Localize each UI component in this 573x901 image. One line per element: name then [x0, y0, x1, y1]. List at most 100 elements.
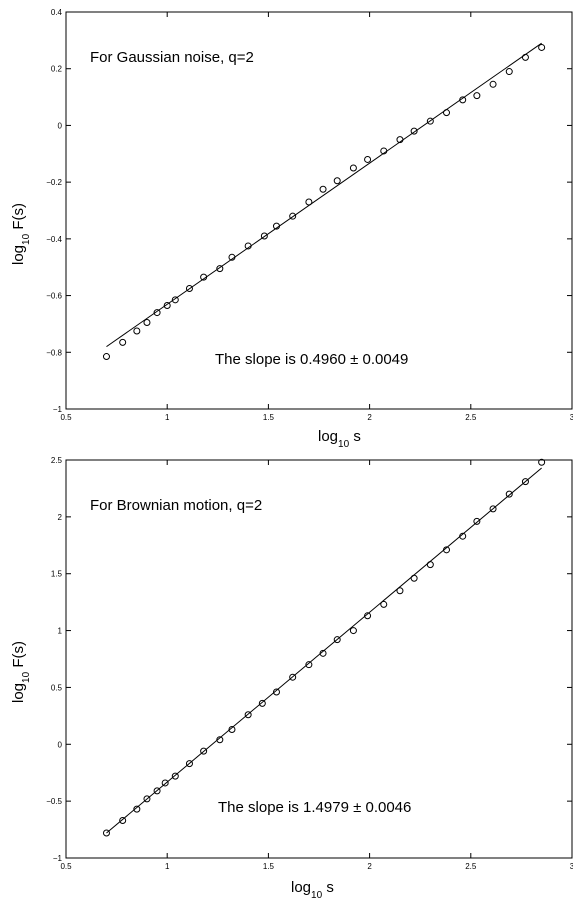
data-point: [216, 265, 224, 273]
y-tick-label: 2.5: [51, 456, 63, 465]
y-axis-label-rest: F(s): [10, 203, 27, 234]
brownian-motion-panel: 0.5 1 1.5 2 2.5 3 −1 −0.5 0 0.5 1 1.5 2 2.5 For Brow…: [10, 456, 573, 901]
x-tick-label: 1.5: [263, 413, 275, 422]
data-point: [153, 787, 161, 795]
data-points: [102, 458, 546, 837]
y-axis-label-sub: 10: [21, 671, 32, 683]
data-point: [489, 505, 497, 513]
fit-line-group: [106, 42, 542, 348]
data-points: [102, 43, 546, 361]
data-point: [473, 92, 481, 100]
data-point: [521, 53, 529, 61]
data-point: [153, 309, 161, 317]
data-point: [163, 301, 171, 309]
plot-frame: [65, 11, 573, 410]
data-point: [319, 185, 327, 193]
data-point: [489, 80, 497, 88]
x-axis-label-sub: 10: [338, 439, 350, 450]
y-tick-label: 0.4: [51, 8, 63, 17]
annotation: For Gaussian noise, q=2: [90, 49, 254, 66]
data-point: [161, 779, 169, 787]
data-point: [319, 649, 327, 657]
y-axis-label: log10 F(s): [10, 203, 32, 265]
y-tick-label: 0: [58, 740, 63, 749]
data-point: [143, 795, 151, 803]
x-tick-label: 1: [165, 413, 170, 422]
data-point: [258, 699, 266, 707]
y-tick-label: −0.4: [46, 235, 62, 244]
data-point: [200, 747, 208, 755]
data-point: [272, 222, 280, 230]
data-point: [171, 296, 179, 304]
data-point: [289, 673, 297, 681]
data-point: [396, 587, 404, 595]
data-point: [380, 600, 388, 608]
data-point: [364, 155, 372, 163]
x-axis-label: log10 s: [318, 428, 361, 450]
data-point: [185, 284, 193, 292]
x-tick-label: 2.5: [465, 862, 477, 871]
plot-frame: [65, 459, 573, 859]
data-point: [443, 546, 451, 554]
data-point: [244, 711, 252, 719]
data-point: [521, 478, 529, 486]
data-point: [426, 117, 434, 125]
data-point: [505, 68, 513, 76]
y-tick-label: −1: [53, 854, 63, 863]
y-axis-label-base: log: [10, 245, 27, 265]
y-axis-ticks: −1 −0.8 −0.6 −0.4 −0.2 0 0.2 0.4: [46, 8, 572, 414]
data-point: [333, 636, 341, 644]
data-point: [333, 177, 341, 185]
x-tick-label: 3: [570, 413, 573, 422]
data-point: [200, 273, 208, 281]
annotation: For Brownian motion, q=2: [90, 497, 262, 514]
data-point: [102, 353, 110, 361]
data-point: [505, 490, 513, 498]
x-axis-label-base: log: [291, 879, 311, 896]
data-point: [171, 772, 179, 780]
data-point: [459, 96, 467, 104]
y-tick-label: −0.8: [46, 348, 62, 357]
x-tick-label: 1: [165, 862, 170, 871]
x-tick-label: 1.5: [263, 862, 275, 871]
x-tick-label: 2: [367, 413, 372, 422]
y-tick-label: −0.2: [46, 178, 62, 187]
fit-line: [106, 42, 542, 348]
data-point: [102, 829, 110, 837]
data-point: [305, 661, 313, 669]
data-point: [133, 805, 141, 813]
slope-text: The slope is 1.4979 ± 0.0046: [218, 799, 411, 816]
y-tick-label: 2: [58, 513, 63, 522]
data-point: [538, 458, 546, 466]
data-point: [459, 532, 467, 540]
x-tick-label: 0.5: [60, 862, 72, 871]
x-tick-label: 0.5: [60, 413, 72, 422]
data-point: [228, 253, 236, 261]
y-tick-label: 0.5: [51, 683, 63, 692]
data-point: [410, 127, 418, 135]
data-point: [185, 760, 193, 768]
data-point: [380, 147, 388, 155]
y-axis-label: log10 F(s): [10, 641, 32, 703]
x-axis-label-sub: 10: [311, 890, 323, 901]
data-point: [396, 136, 404, 144]
gaussian-noise-panel: 0.5 1 1.5 2 2.5 3 −1 −0.8 −0.6 −0.4 −0.2 0 0.2 0.4 F…: [10, 8, 573, 450]
x-axis-label-rest: s: [322, 879, 334, 896]
data-point: [364, 612, 372, 620]
y-tick-label: −1: [53, 405, 63, 414]
x-axis-label-rest: s: [349, 428, 361, 445]
data-point: [216, 736, 224, 744]
x-tick-label: 2: [367, 862, 372, 871]
data-point: [244, 242, 252, 250]
x-axis-ticks: 0.5 1 1.5 2 2.5 3: [60, 460, 573, 871]
data-point: [228, 726, 236, 734]
y-tick-label: −0.5: [46, 797, 62, 806]
y-tick-label: 1.5: [51, 570, 63, 579]
x-axis-label-base: log: [318, 428, 338, 445]
y-axis-ticks: −1 −0.5 0 0.5 1 1.5 2 2.5: [46, 456, 572, 863]
x-axis-ticks: 0.5 1 1.5 2 2.5 3: [60, 12, 573, 422]
y-tick-label: 0: [58, 121, 63, 130]
data-point: [473, 517, 481, 525]
x-tick-label: 2.5: [465, 413, 477, 422]
data-point: [349, 627, 357, 635]
